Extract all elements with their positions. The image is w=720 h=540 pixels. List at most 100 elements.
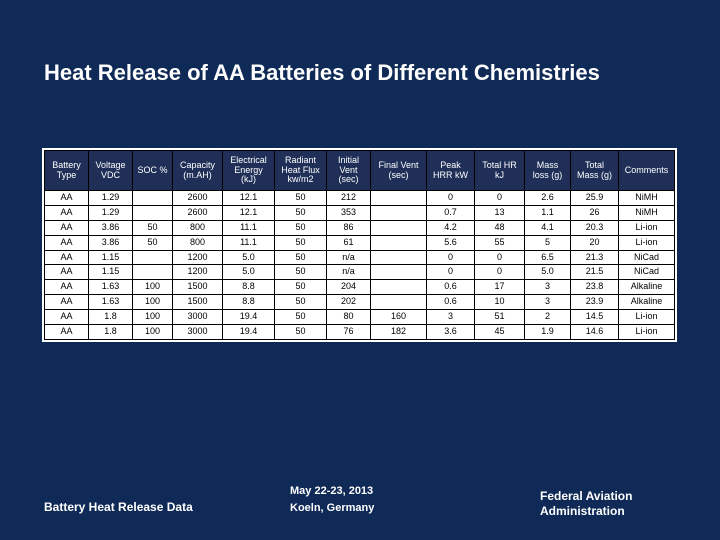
table-cell: 50	[275, 205, 327, 220]
table-cell: 100	[133, 325, 173, 340]
table-row: AA3.865080011.150615.655520Li-ion	[45, 235, 675, 250]
table-cell: 25.9	[571, 191, 619, 206]
table-cell: 76	[327, 325, 371, 340]
table-cell: n/a	[327, 265, 371, 280]
table-cell: 204	[327, 280, 371, 295]
footer-org-line1: Federal Aviation	[540, 489, 632, 503]
table-cell: NiCad	[619, 250, 675, 265]
table-row: AA1.6310015008.8502040.617323.8Alkaline	[45, 280, 675, 295]
table-cell: 3000	[173, 325, 223, 340]
table-row: AA3.865080011.150864.2484.120.3Li-ion	[45, 220, 675, 235]
table-row: AA1.6310015008.8502020.610323.9Alkaline	[45, 295, 675, 310]
table-cell: 8.8	[223, 280, 275, 295]
table-cell: 1.9	[525, 325, 571, 340]
battery-data-table: BatteryTypeVoltageVDCSOC %Capacity(m.AH)…	[44, 150, 675, 340]
footer-center-text: May 22-23, 2013 Koeln, Germany	[290, 483, 374, 518]
table-cell	[371, 265, 427, 280]
table-cell: 1.29	[89, 205, 133, 220]
table-cell: 61	[327, 235, 371, 250]
table-cell: 23.8	[571, 280, 619, 295]
table-cell: 20	[571, 235, 619, 250]
table-cell: 50	[275, 295, 327, 310]
slide-title: Heat Release of AA Batteries of Differen…	[44, 60, 600, 86]
footer-left-text: Battery Heat Release Data	[44, 500, 193, 514]
table-cell: 21.3	[571, 250, 619, 265]
table-cell	[371, 220, 427, 235]
table-cell: 55	[475, 235, 525, 250]
table-cell: 21.5	[571, 265, 619, 280]
table-cell: Li-ion	[619, 325, 675, 340]
table-cell: AA	[45, 235, 89, 250]
table-cell: 2600	[173, 191, 223, 206]
table-cell: 26	[571, 205, 619, 220]
table-cell: 0	[475, 191, 525, 206]
table-cell	[371, 250, 427, 265]
table-row: AA1.29260012.150212002.625.9NiMH	[45, 191, 675, 206]
table-row: AA1.29260012.1503530.7131.126NiMH	[45, 205, 675, 220]
table-cell: 1.29	[89, 191, 133, 206]
table-cell: 23.9	[571, 295, 619, 310]
table-cell: 51	[475, 310, 525, 325]
footer-right-text: Federal Aviation Administration	[540, 489, 632, 518]
table-cell: NiMH	[619, 191, 675, 206]
column-header: RadiantHeat Fluxkw/m2	[275, 151, 327, 191]
table-cell: 3.6	[427, 325, 475, 340]
table-cell: 5.0	[525, 265, 571, 280]
table-cell: 14.5	[571, 310, 619, 325]
table-cell: 0.6	[427, 295, 475, 310]
table-cell: 10	[475, 295, 525, 310]
table-cell: AA	[45, 250, 89, 265]
table-cell: 50	[275, 235, 327, 250]
table-cell: 3.86	[89, 220, 133, 235]
table-cell	[133, 205, 173, 220]
table-cell: 1.63	[89, 295, 133, 310]
table-cell: 3	[525, 280, 571, 295]
table-cell: AA	[45, 265, 89, 280]
table-cell: Li-ion	[619, 310, 675, 325]
table-cell: 212	[327, 191, 371, 206]
table-cell: Alkaline	[619, 295, 675, 310]
table-cell: 11.1	[223, 235, 275, 250]
table-cell: 12.1	[223, 191, 275, 206]
table-cell	[133, 250, 173, 265]
table-cell	[371, 235, 427, 250]
table-cell: 4.1	[525, 220, 571, 235]
table-cell: 50	[275, 280, 327, 295]
table-cell: 45	[475, 325, 525, 340]
column-header: SOC %	[133, 151, 173, 191]
column-header: PeakHRR kW	[427, 151, 475, 191]
table-cell: 182	[371, 325, 427, 340]
column-header: TotalMass (g)	[571, 151, 619, 191]
table-cell: 50	[133, 235, 173, 250]
table-cell: 8.8	[223, 295, 275, 310]
table-cell: 50	[133, 220, 173, 235]
table-cell: 50	[275, 310, 327, 325]
table-cell: 6.5	[525, 250, 571, 265]
table-cell: NiMH	[619, 205, 675, 220]
table-cell: 1.15	[89, 265, 133, 280]
table-cell: 20.3	[571, 220, 619, 235]
table-cell: 5.0	[223, 265, 275, 280]
table-cell: 86	[327, 220, 371, 235]
column-header: Final Vent(sec)	[371, 151, 427, 191]
table-cell: 2	[525, 310, 571, 325]
footer-location: Koeln, Germany	[290, 500, 374, 518]
table-cell: Li-ion	[619, 220, 675, 235]
table-cell: AA	[45, 220, 89, 235]
table-cell: 1500	[173, 295, 223, 310]
table-cell: 160	[371, 310, 427, 325]
table-cell: 50	[275, 265, 327, 280]
table-cell: 1.63	[89, 280, 133, 295]
table-cell: 0.7	[427, 205, 475, 220]
table-cell	[133, 265, 173, 280]
table-cell: 50	[275, 325, 327, 340]
table-row: AA1.1512005.050n/a006.521.3NiCad	[45, 250, 675, 265]
table-cell: Li-ion	[619, 235, 675, 250]
table-cell: 50	[275, 250, 327, 265]
column-header: Total HRkJ	[475, 151, 525, 191]
table-cell: n/a	[327, 250, 371, 265]
table-cell: 12.1	[223, 205, 275, 220]
table-cell: 1.15	[89, 250, 133, 265]
table-cell: 0	[475, 265, 525, 280]
column-header: Capacity(m.AH)	[173, 151, 223, 191]
